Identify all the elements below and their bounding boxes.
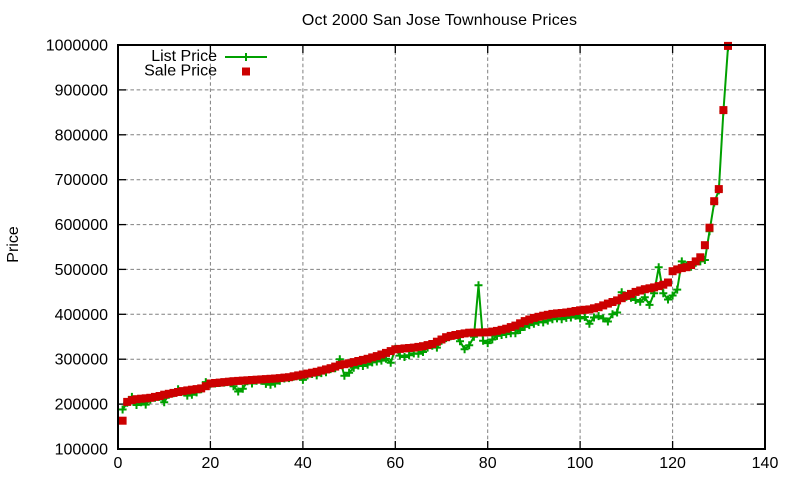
svg-text:20: 20 [202,455,220,472]
svg-text:500000: 500000 [55,262,108,279]
svg-text:60: 60 [386,455,404,472]
svg-text:100: 100 [567,455,594,472]
svg-text:100000: 100000 [55,442,108,459]
svg-text:List Price: List Price [151,48,217,65]
svg-text:Price: Price [5,226,22,263]
svg-text:300000: 300000 [55,352,108,369]
svg-text:80: 80 [479,455,497,472]
svg-text:800000: 800000 [55,127,108,144]
svg-text:0: 0 [114,455,123,472]
svg-text:700000: 700000 [55,172,108,189]
svg-text:1000000: 1000000 [46,38,108,55]
svg-text:200000: 200000 [55,397,108,414]
svg-text:600000: 600000 [55,217,108,234]
svg-text:40: 40 [294,455,312,472]
svg-text:Oct 2000 San Jose Townhouse Pr: Oct 2000 San Jose Townhouse Prices [302,12,577,29]
svg-text:140: 140 [752,455,779,472]
svg-text:120: 120 [659,455,686,472]
svg-text:900000: 900000 [55,82,108,99]
svg-text:400000: 400000 [55,307,108,324]
svg-text:Sale Price: Sale Price [144,63,217,80]
